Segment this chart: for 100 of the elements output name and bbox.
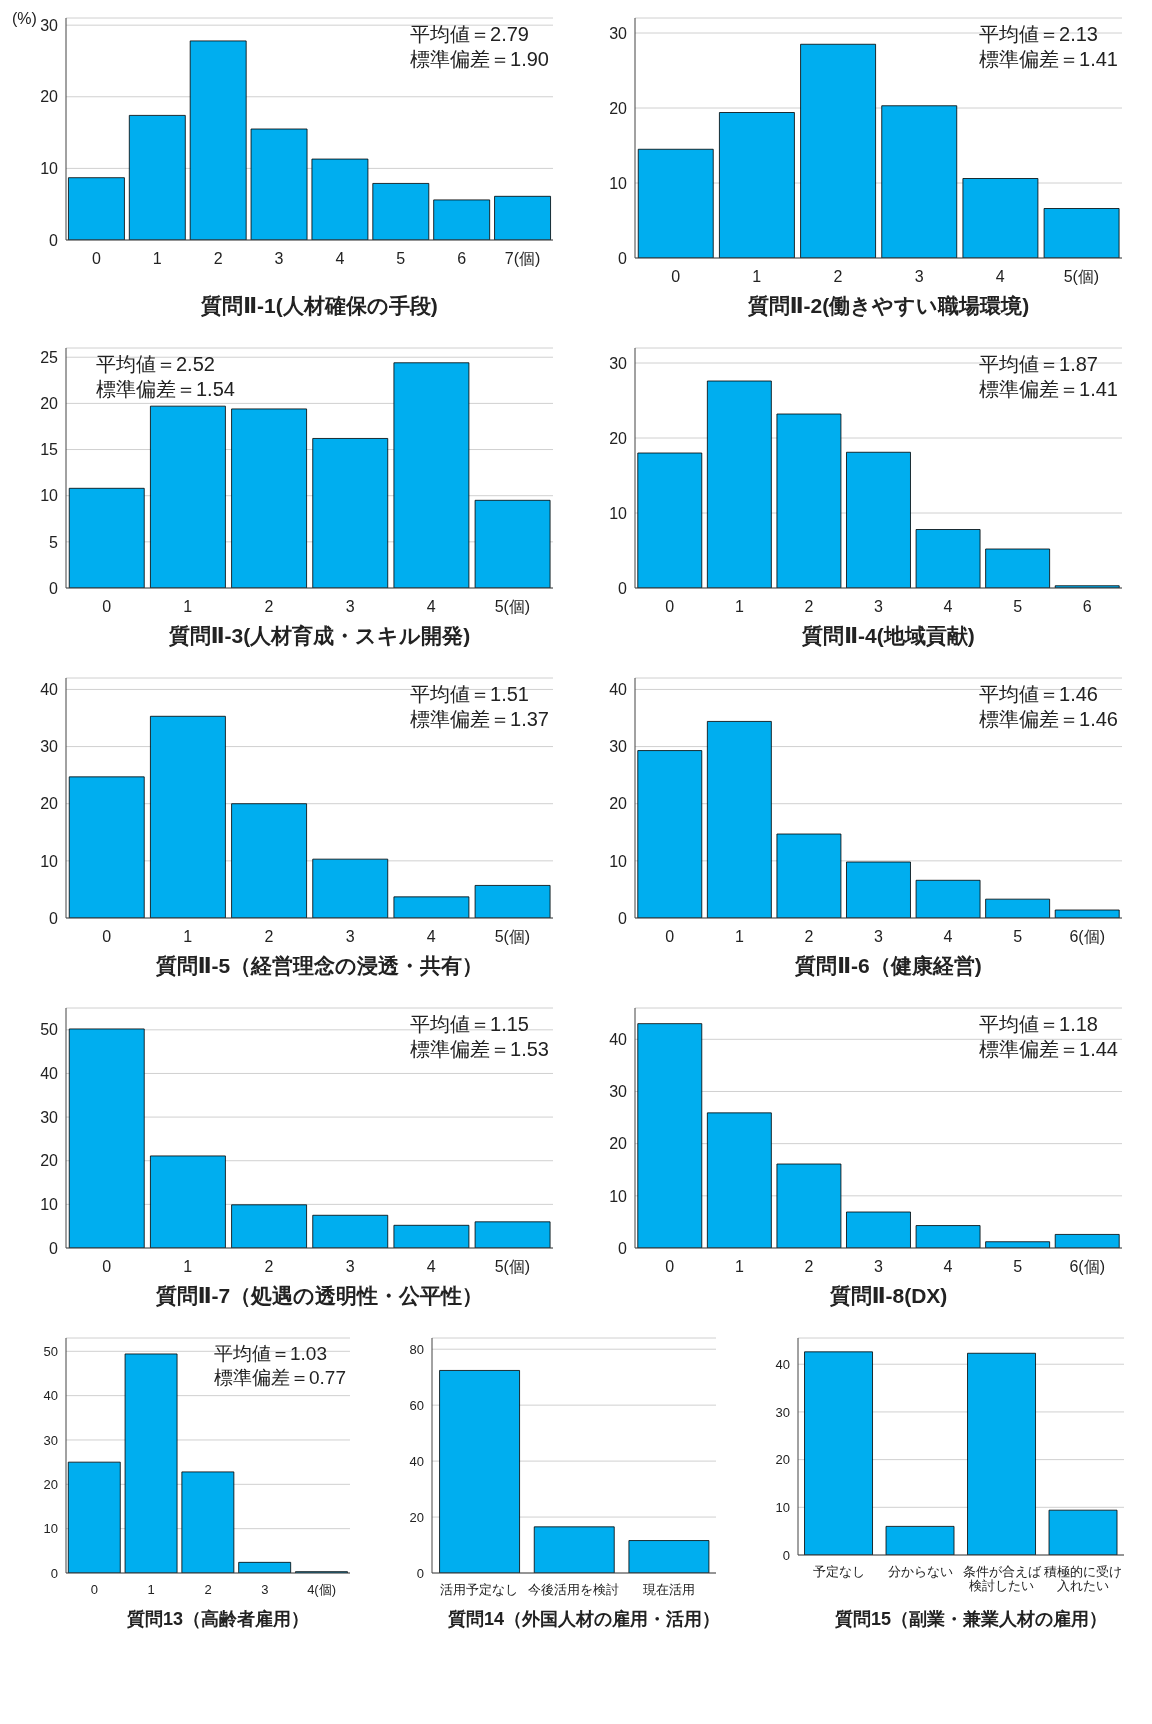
y-tick-label: 60 xyxy=(409,1397,424,1413)
annotation: 平均値＝1.87 xyxy=(979,352,1099,377)
x-tick-label: 6(個) xyxy=(1068,1258,1106,1276)
x-tick-label: 0 xyxy=(91,250,102,268)
annotation: 標準偏差＝1.54 xyxy=(96,377,235,402)
y-tick-label: 30 xyxy=(609,354,628,372)
y-tick-label: 50 xyxy=(43,1343,58,1359)
x-tick-label: 4 xyxy=(942,928,954,946)
y-tick-label: 40 xyxy=(775,1356,790,1372)
y-tick-label: 30 xyxy=(43,1432,58,1448)
x-tick-label: 4 xyxy=(425,928,437,946)
x-axis-title: 質問15（副業・兼業人材の雇用） xyxy=(834,1608,1108,1631)
y-tick-label: 20 xyxy=(40,88,59,106)
y-tick-label: 0 xyxy=(618,579,628,597)
x-tick-label: 1 xyxy=(182,928,194,946)
y-tick-label: 10 xyxy=(609,174,628,192)
x-tick-label: 1 xyxy=(733,928,745,946)
x-tick-label: 4 xyxy=(425,598,437,616)
x-axis-title: 質問Ⅱ-4(地域貢献) xyxy=(801,623,976,649)
annotation: 平均値＝2.13 xyxy=(979,22,1099,47)
annotation: 平均値＝1.46 xyxy=(979,682,1099,707)
x-tick-label: 0 xyxy=(101,928,113,946)
x-tick-label: 4 xyxy=(994,268,1006,286)
y-tick-label: 30 xyxy=(609,1083,628,1101)
y-tick-label: 30 xyxy=(775,1404,790,1420)
y-tick-label: 0 xyxy=(49,909,59,927)
y-tick-label: 0 xyxy=(782,1547,790,1563)
x-tick-label: 4 xyxy=(942,598,954,616)
x-tick-label: 0 xyxy=(664,1258,676,1276)
x-axis-title: 質問14（外国人材の雇用・活用） xyxy=(447,1608,721,1631)
x-tick-label: 5 xyxy=(1012,928,1024,946)
y-tick-label: 10 xyxy=(40,852,59,870)
x-tick-label: 積極的に受け入れたい xyxy=(1043,1564,1124,1594)
x-tick-label: 分からない xyxy=(886,1564,954,1580)
annotation: 平均値＝1.15 xyxy=(410,1012,530,1037)
y-tick-label: 20 xyxy=(609,99,628,117)
y-axis-title: (%) xyxy=(12,10,37,28)
y-tick-label: 15 xyxy=(40,441,59,459)
annotation: 平均値＝1.18 xyxy=(979,1012,1099,1037)
y-tick-label: 0 xyxy=(618,1239,628,1257)
x-tick-label: 3 xyxy=(913,268,925,286)
annotation: 標準偏差＝1.37 xyxy=(410,707,549,732)
y-tick-label: 20 xyxy=(609,795,628,813)
y-tick-label: 30 xyxy=(40,16,59,34)
x-tick-label: 1 xyxy=(733,598,745,616)
x-tick-label: 3 xyxy=(344,598,356,616)
annotation: 標準偏差＝1.90 xyxy=(410,47,549,72)
annotation: 平均値＝2.79 xyxy=(410,22,530,47)
y-tick-label: 0 xyxy=(618,909,628,927)
x-tick-label: 3 xyxy=(873,928,884,946)
x-tick-label: 4 xyxy=(942,1258,954,1276)
x-tick-label: 活用予定なし xyxy=(439,1582,520,1598)
x-axis-title: 質問Ⅱ-6（健康経営) xyxy=(794,953,983,979)
x-tick-label: 2 xyxy=(803,1258,815,1276)
annotation: 標準偏差＝1.41 xyxy=(979,47,1118,72)
y-tick-label: 10 xyxy=(40,487,59,505)
x-tick-label: 3 xyxy=(344,928,356,946)
x-tick-label: 0 xyxy=(664,598,676,616)
x-tick-label: 2 xyxy=(263,1258,275,1276)
x-tick-label: 2 xyxy=(803,928,815,946)
y-tick-label: 5 xyxy=(49,533,59,551)
annotation: 標準偏差＝1.44 xyxy=(979,1037,1118,1062)
y-tick-label: 20 xyxy=(40,395,59,413)
y-tick-label: 10 xyxy=(40,160,59,178)
x-tick-label: 1 xyxy=(146,1582,156,1598)
x-tick-label: 2 xyxy=(212,250,224,268)
x-tick-label: 3 xyxy=(260,1582,270,1598)
y-tick-label: 10 xyxy=(609,852,628,870)
y-tick-label: 40 xyxy=(609,1030,628,1048)
x-tick-label: 5(個) xyxy=(493,928,532,946)
annotation: 平均値＝2.52 xyxy=(96,352,216,377)
x-tick-label: 2 xyxy=(263,928,275,946)
x-tick-label: 1 xyxy=(182,598,194,616)
y-tick-label: 10 xyxy=(609,504,628,522)
annotation: 標準偏差＝1.53 xyxy=(410,1037,549,1062)
y-tick-label: 40 xyxy=(609,681,628,699)
x-tick-label: 6 xyxy=(1081,598,1093,616)
x-tick-label: 5 xyxy=(395,250,407,268)
x-tick-label: 1 xyxy=(182,1258,194,1276)
x-tick-label: 4 xyxy=(334,250,346,268)
annotation: 標準偏差＝1.41 xyxy=(979,377,1118,402)
x-tick-label: 0 xyxy=(664,928,676,946)
x-tick-label: 4 xyxy=(425,1258,437,1276)
annotation: 平均値＝1.03 xyxy=(214,1342,328,1366)
x-axis-title: 質問Ⅱ-7（処遇の透明性・公平性） xyxy=(154,1283,485,1309)
x-tick-label: 2 xyxy=(803,598,815,616)
y-tick-label: 0 xyxy=(49,231,59,249)
y-tick-label: 0 xyxy=(49,579,59,597)
x-tick-label: 0 xyxy=(670,268,682,286)
x-tick-label: 6(個) xyxy=(1068,928,1106,946)
x-tick-label: 2 xyxy=(263,598,275,616)
y-tick-label: 20 xyxy=(609,1135,628,1153)
x-tick-label: 6 xyxy=(456,250,468,268)
x-tick-label: 2 xyxy=(203,1582,213,1598)
y-tick-label: 80 xyxy=(409,1341,424,1357)
y-tick-label: 10 xyxy=(775,1499,790,1515)
x-axis-title: 質問Ⅱ-8(DX) xyxy=(828,1283,949,1309)
y-tick-label: 20 xyxy=(40,795,59,813)
y-tick-label: 40 xyxy=(43,1388,58,1404)
annotation: 平均値＝1.51 xyxy=(410,682,530,707)
